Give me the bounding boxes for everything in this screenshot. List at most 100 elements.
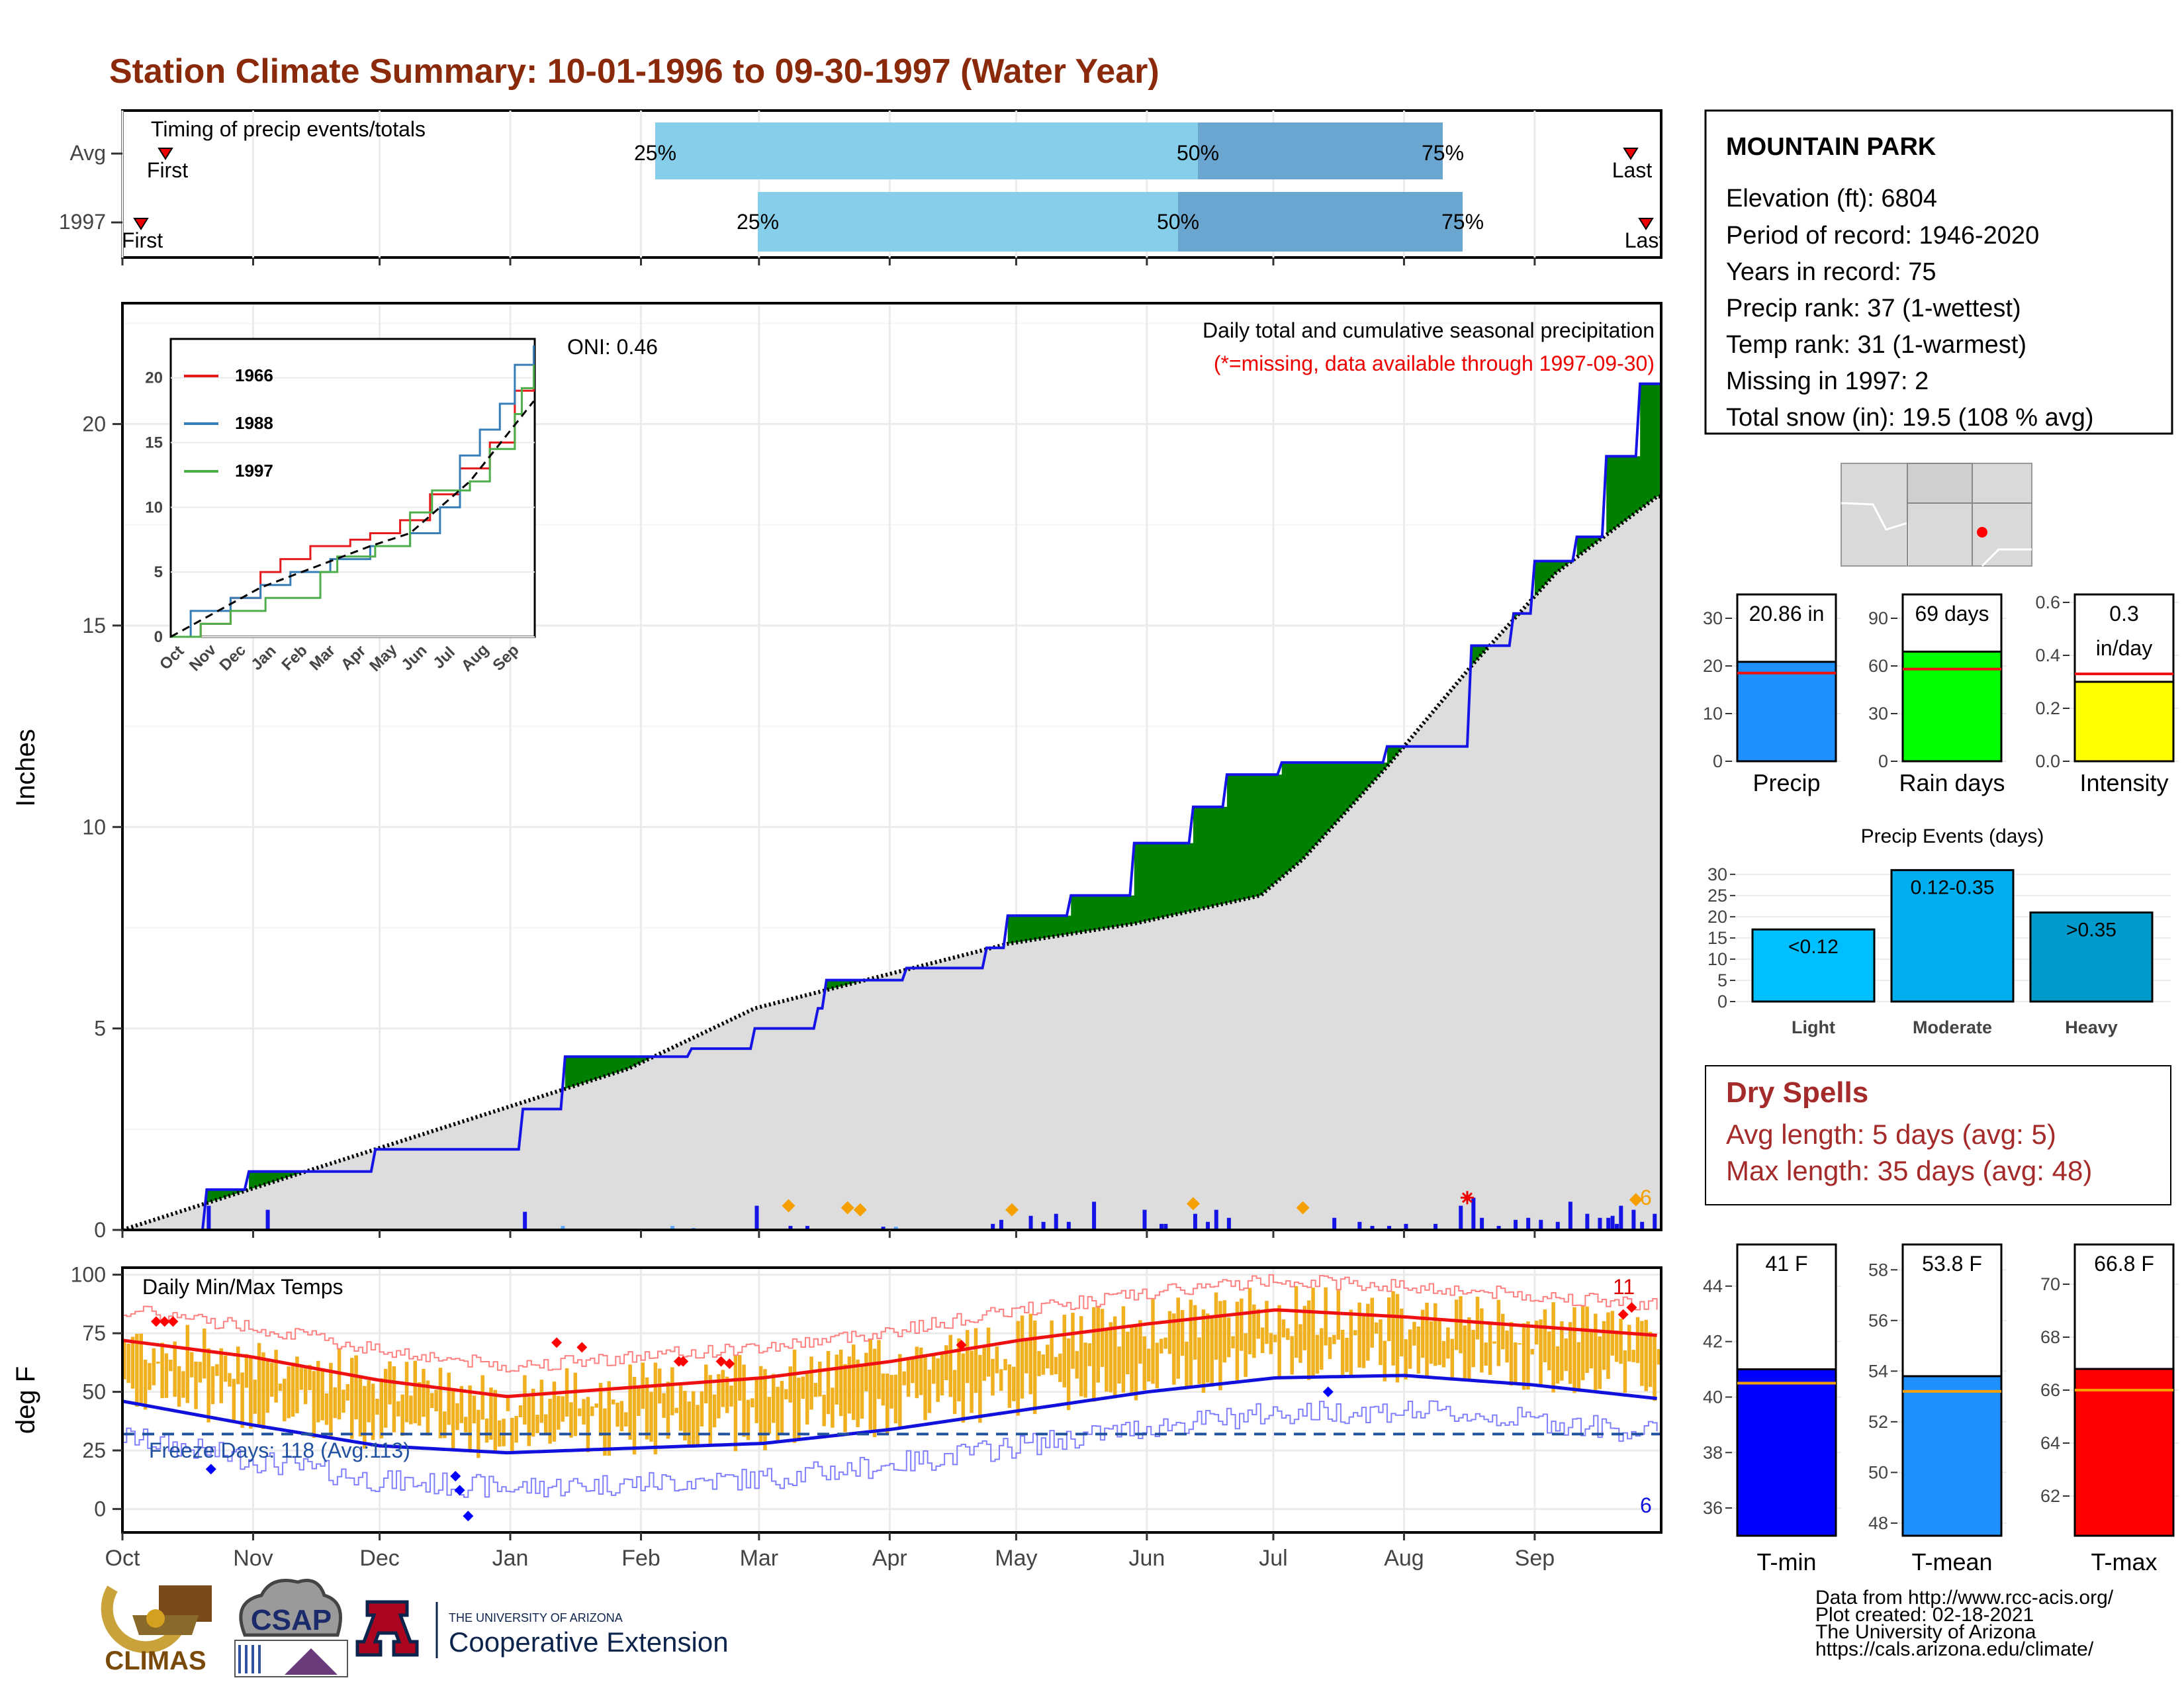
daily-temp-bar [1404, 1339, 1408, 1380]
daily-temp-bar [345, 1383, 350, 1401]
daily-precip-bar [523, 1211, 527, 1230]
daily-precip-bar [1054, 1213, 1058, 1230]
daily-temp-bar [206, 1348, 210, 1423]
inset-legend-label: 1988 [235, 413, 273, 433]
precip-panel-title: Daily total and cumulative seasonal prec… [1203, 318, 1655, 342]
daily-temp-bar [269, 1362, 274, 1397]
daily-precip-bar [1514, 1219, 1518, 1230]
station-precip-rank: Precip rank: 37 (1-wettest) [1726, 295, 2021, 322]
daily-temp-bar [717, 1374, 721, 1419]
daily-temp-bar [1252, 1304, 1256, 1358]
daily-temp-bar [615, 1402, 619, 1427]
daily-temp-bar [1374, 1322, 1379, 1334]
daily-temp-bar [312, 1371, 316, 1438]
daily-temp-bar [1505, 1331, 1509, 1363]
month-label: Jan [492, 1546, 529, 1571]
temp-panel-title: Daily Min/Max Temps [142, 1275, 343, 1299]
precip-event-marker [1296, 1201, 1310, 1215]
daily-temp-bar [839, 1349, 843, 1417]
daily-temp-bar [1113, 1316, 1117, 1399]
daily-temp-bar [341, 1389, 345, 1413]
credit-line-1: Data from http://www.rcc-acis.org/ [1815, 1587, 2114, 1609]
avg-q25-bar [655, 122, 1198, 179]
daily-temp-bar [253, 1380, 257, 1414]
mini-ytick-label: 90 [1868, 608, 1888, 628]
daily-temp-bar [426, 1380, 430, 1436]
inset-legend-label: 1997 [235, 461, 273, 481]
precip-panel: 0 5 10 15 20 Daily total and cumulative seas… [11, 302, 1662, 1242]
daily-temp-bar [1357, 1302, 1361, 1368]
daily-temp-bar [1210, 1317, 1214, 1387]
daily-temp-bar [1635, 1317, 1640, 1364]
daily-temp-bar [835, 1354, 839, 1405]
daily-temp-bar [678, 1385, 683, 1431]
daily-temp-bar [649, 1391, 653, 1442]
page-title: Station Climate Summary: 10-01-1996 to 0… [109, 52, 1160, 91]
temp-bottom-marker: 6 [1640, 1493, 1652, 1517]
timing-panel: Timing of precip events/totals Avg 1997 … [59, 109, 1662, 265]
daily-temp-bar [139, 1333, 143, 1403]
daily-temp-bar [1222, 1300, 1227, 1363]
month-label: Oct [105, 1546, 140, 1571]
daily-temp-bar [1623, 1350, 1627, 1393]
temp-bar-charts: 36 38 40 42 44 41 F T-min 48 50 52 54 56 58 53.8 F T-m… [1703, 1243, 2179, 1575]
daily-temp-bar [375, 1399, 379, 1415]
credit-line-2: Plot created: 02-18-2021 [1815, 1604, 2034, 1626]
yr-q25-bar [758, 192, 1178, 252]
daily-temp-bar [1163, 1337, 1167, 1349]
precip-ytick-label: 20 [82, 412, 106, 436]
daily-temp-bar [1024, 1337, 1028, 1374]
daily-precip-bar [1357, 1221, 1362, 1230]
daily-temp-bar [1395, 1293, 1400, 1383]
record-high-marker [576, 1342, 588, 1353]
daily-temp-bar [1071, 1313, 1075, 1369]
daily-temp-bar [1193, 1305, 1197, 1360]
daily-temp-bar [653, 1362, 658, 1455]
month-label: Sep [1515, 1546, 1555, 1571]
daily-precip-bar [1631, 1209, 1636, 1230]
events-ytick-label: 20 [1707, 907, 1727, 927]
daily-temp-bar [733, 1355, 738, 1452]
record-low-marker [450, 1471, 461, 1482]
month-label: Jun [1128, 1546, 1165, 1571]
daily-temp-bar [700, 1391, 704, 1427]
daily-precip-bar [754, 1205, 759, 1230]
daily-temp-bar [872, 1348, 877, 1438]
climas-text: CLIMAS [105, 1646, 206, 1675]
daily-temp-bar [944, 1345, 948, 1380]
daily-temp-bar [156, 1361, 160, 1364]
daily-temp-bar [1092, 1307, 1096, 1402]
temp-ylabel: deg F [11, 1366, 40, 1434]
mini-value-bar [1736, 661, 1837, 763]
record-high-marker [551, 1337, 563, 1348]
daily-temp-bar [1058, 1353, 1062, 1382]
daily-temp-bar [274, 1350, 278, 1403]
daily-precip-bar [1496, 1225, 1501, 1230]
daily-temp-bar [1433, 1303, 1437, 1366]
daily-temp-bar [847, 1356, 852, 1414]
daily-temp-bar [999, 1369, 1003, 1391]
mini-ytick-label: 50 [1868, 1462, 1888, 1482]
daily-temp-bar [594, 1403, 598, 1408]
daily-temp-bar [742, 1364, 746, 1437]
daily-precip-bar [1404, 1223, 1408, 1230]
daily-temp-bar [1572, 1307, 1576, 1393]
mini-ytick-label: 42 [1703, 1332, 1723, 1352]
precip-end-marker: 6 [1640, 1186, 1652, 1209]
mini-bar-label: T-mean [1911, 1548, 1992, 1575]
daily-temp-bar [851, 1344, 856, 1421]
daily-temp-bar [881, 1373, 886, 1406]
daily-temp-bar [1547, 1331, 1551, 1370]
mini-ytick-label: 38 [1703, 1442, 1723, 1462]
daily-temp-bar [725, 1376, 729, 1413]
daily-temp-bar [130, 1336, 135, 1389]
daily-temp-bar [203, 1328, 206, 1379]
daily-temp-bar [417, 1382, 422, 1426]
station-years: Years in record: 75 [1726, 258, 1936, 286]
daily-temp-bar [210, 1366, 215, 1405]
inset-ytick-label: 5 [154, 563, 163, 581]
record-high-marker [678, 1356, 689, 1367]
daily-temp-bar [1332, 1335, 1336, 1344]
daily-temp-bar [696, 1405, 700, 1445]
mini-ytick-label: 0 [1713, 751, 1723, 771]
